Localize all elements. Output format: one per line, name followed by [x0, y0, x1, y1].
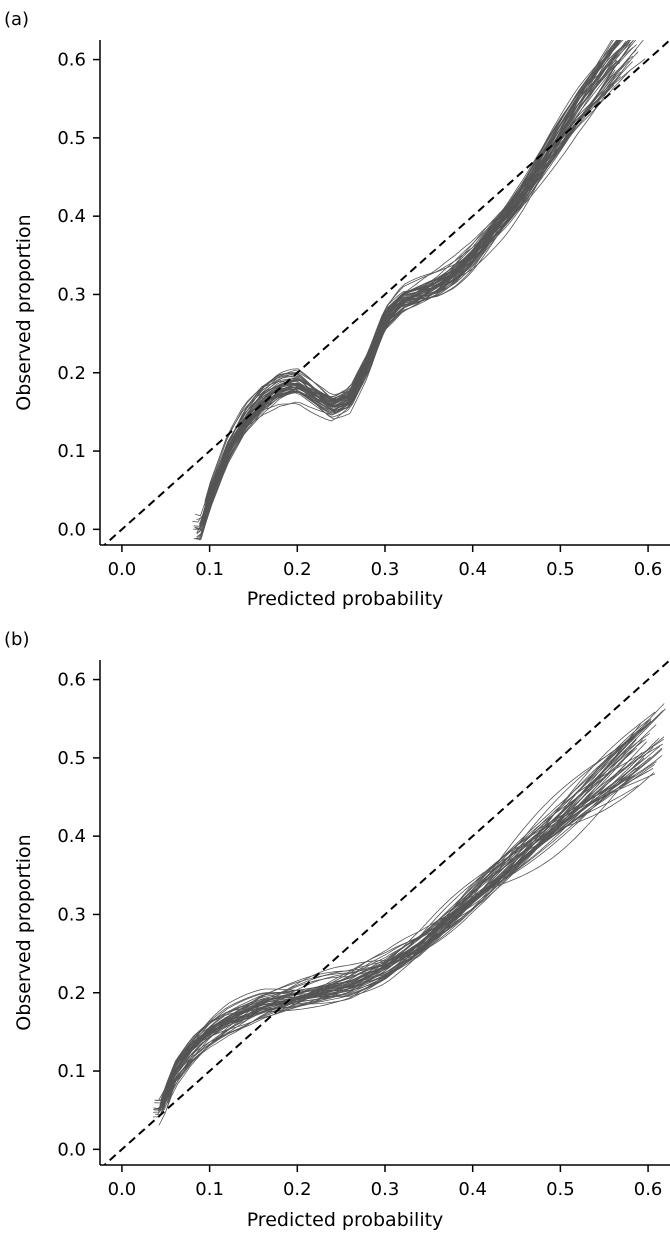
y-tick-label: 0.3 — [57, 284, 86, 305]
reference-diagonal-line — [102, 660, 670, 1165]
y-tick-label: 0.5 — [57, 748, 86, 769]
bootstrap-curve — [204, 40, 614, 506]
x-tick-label: 0.0 — [108, 559, 137, 580]
x-axis-title: Predicted probability — [247, 1209, 444, 1231]
bootstrap-curve — [168, 761, 641, 1087]
bootstrap-curve — [161, 723, 649, 1109]
bootstrap-curve — [162, 733, 635, 1107]
y-tick-label: 0.0 — [57, 1139, 86, 1160]
bootstrap-curve — [165, 755, 663, 1102]
bootstrap-curve — [157, 761, 657, 1111]
bootstrap-curve — [200, 43, 620, 528]
reference-diagonal-line — [102, 40, 670, 545]
y-tick-label: 0.1 — [57, 441, 86, 462]
x-tick-label: 0.3 — [371, 559, 400, 580]
bootstrap-curve — [163, 785, 639, 1098]
y-tick-label: 0.3 — [57, 904, 86, 925]
x-tick-label: 0.0 — [108, 1179, 137, 1200]
y-tick-label: 0.4 — [57, 826, 86, 847]
x-tick-label: 0.1 — [195, 1179, 224, 1200]
bootstrap-curve — [209, 40, 622, 494]
x-tick-label: 0.6 — [634, 559, 663, 580]
panel-b: (b) 0.0 0.1 0.2 0.3 0.4 0.5 0.6 0.0 0.1 0.2 0.3 0.4 0… — [4, 629, 670, 1231]
y-tick-label: 0.5 — [57, 128, 86, 149]
bootstrap-curve — [194, 58, 646, 541]
bootstrap-curve — [165, 773, 656, 1096]
y-axis-title: Observed proportion — [13, 834, 35, 1030]
x-tick-label: 0.3 — [371, 1179, 400, 1200]
bootstrap-curve — [204, 40, 624, 521]
bootstrap-curve — [160, 718, 651, 1105]
x-axis-title: Predicted probability — [247, 588, 444, 610]
bootstrap-curve — [201, 40, 619, 518]
bootstrap-curve — [202, 40, 622, 520]
bootstrap-curve — [199, 40, 618, 525]
bootstrap-curve — [161, 723, 641, 1114]
bootstrap-curve — [198, 40, 618, 531]
bootstrap-curve — [164, 738, 637, 1099]
bootstrap-curve — [195, 40, 621, 530]
x-tick-label: 0.4 — [458, 1179, 487, 1200]
bootstrap-curve — [199, 78, 618, 541]
bootstrap-curve — [162, 737, 660, 1108]
x-tick-label: 0.1 — [195, 559, 224, 580]
bootstrap-curve — [165, 711, 656, 1087]
bootstrap-curve — [167, 749, 663, 1104]
bootstrap-curve — [205, 40, 621, 521]
bootstrap-curve — [154, 729, 643, 1101]
y-tick-label: 0.2 — [57, 363, 86, 384]
bootstrap-curve — [162, 764, 641, 1112]
y-tick-label: 0.2 — [57, 983, 86, 1004]
x-tick-label: 0.2 — [283, 559, 312, 580]
bootstrap-curve — [205, 40, 613, 503]
bootstrap-curve — [204, 40, 632, 516]
bootstrap-curve — [200, 43, 618, 522]
bootstrap-curve — [166, 768, 654, 1100]
bootstrap-curve — [158, 737, 633, 1101]
x-tick-label: 0.6 — [634, 1179, 663, 1200]
bootstrap-curve — [193, 44, 637, 530]
curve-group — [152, 703, 666, 1126]
bootstrap-curve — [202, 60, 629, 524]
bootstrap-curve — [165, 740, 643, 1090]
bootstrap-curve — [163, 746, 636, 1110]
bootstrap-curve — [201, 50, 619, 522]
y-axis-title: Observed proportion — [13, 214, 35, 410]
bootstrap-curve — [205, 40, 620, 503]
x-tick-label: 0.5 — [546, 559, 575, 580]
panel-a: (a) 0.0 0.1 0.2 0.3 0.4 0.5 0.6 0.0 0.1 0.2 0.3 0.4 0… — [4, 9, 670, 610]
panel-label: (a) — [4, 9, 29, 30]
bootstrap-curve — [205, 40, 620, 511]
bootstrap-curve — [169, 770, 648, 1081]
bootstrap-curve — [194, 59, 617, 517]
y-tick-label: 0.6 — [57, 50, 86, 71]
bootstrap-curve — [166, 714, 660, 1097]
bootstrap-curve — [162, 720, 652, 1098]
x-tick-label: 0.2 — [283, 1179, 312, 1200]
y-tick-label: 0.6 — [57, 670, 86, 691]
curve-group — [192, 40, 646, 541]
bootstrap-curve — [167, 757, 645, 1098]
y-tick-label: 0.1 — [57, 1061, 86, 1082]
x-tick-label: 0.5 — [546, 1179, 575, 1200]
bootstrap-curve — [169, 757, 632, 1087]
panel-label: (b) — [4, 629, 29, 650]
bootstrap-curve — [166, 739, 643, 1108]
x-tick-label: 0.4 — [458, 559, 487, 580]
bootstrap-curve — [166, 739, 637, 1090]
y-tick-label: 0.0 — [57, 519, 86, 540]
bootstrap-curve — [202, 40, 627, 526]
bootstrap-curve — [162, 774, 636, 1105]
y-tick-label: 0.4 — [57, 206, 86, 227]
bootstrap-curve — [167, 733, 638, 1088]
